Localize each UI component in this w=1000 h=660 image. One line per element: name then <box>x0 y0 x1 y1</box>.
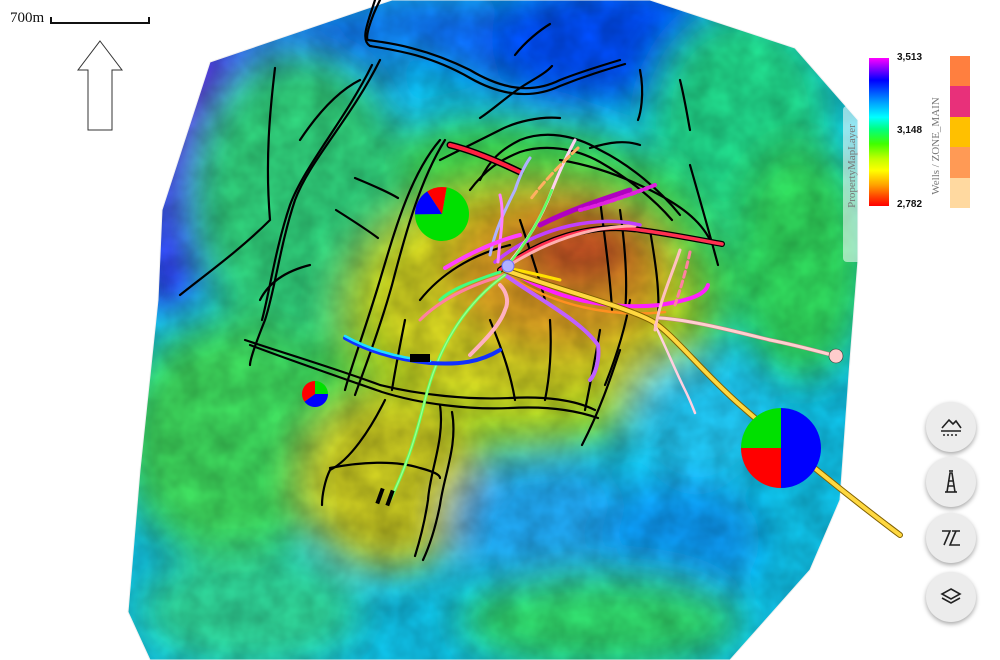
well-pie-charts <box>302 187 821 488</box>
pie-north-slice-1 <box>415 191 442 215</box>
fault-icon <box>942 530 960 546</box>
zone-swatch-0 <box>950 56 970 87</box>
derrick-icon <box>945 470 957 493</box>
pie-west-slice-1 <box>304 394 328 408</box>
colorbar-legend: PropertyMapLayer 3,513 3,148 2,782 <box>843 50 927 262</box>
north-arrow-icon <box>76 40 124 131</box>
zone-swatch-3 <box>950 147 970 178</box>
pie-north-slice-2 <box>427 187 447 214</box>
pie-east-slice-0 <box>781 408 821 488</box>
colorbar-title: PropertyMapLayer <box>846 124 858 208</box>
pie-east-slice-1 <box>741 448 781 488</box>
colorbar-tick-min: 2,782 <box>897 199 923 210</box>
zone-legend-swatches <box>950 56 970 208</box>
wells-button[interactable] <box>926 457 976 507</box>
zone-swatch-2 <box>950 116 970 148</box>
layers-button[interactable] <box>926 572 976 622</box>
field-outline <box>127 0 859 660</box>
colorbar-tick-mid: 3,148 <box>897 125 923 136</box>
surface-button[interactable] <box>926 402 976 452</box>
well-trajectories <box>343 138 903 538</box>
pie-west <box>302 381 328 408</box>
zone-swatch-4 <box>950 177 970 208</box>
pie-west-slice-2 <box>302 381 315 402</box>
scale-bar-line <box>50 17 150 24</box>
colorbar-tick-max: 3,513 <box>897 52 923 63</box>
layers-icon <box>940 588 962 604</box>
colorbar-title-bg <box>843 106 861 262</box>
pie-east <box>741 408 821 488</box>
colorbar-gradient <box>869 58 889 206</box>
pie-east-slice-2 <box>741 408 781 448</box>
fault-polygons-button[interactable] <box>926 513 976 563</box>
zone-swatch-1 <box>950 86 970 117</box>
pie-north <box>415 187 469 241</box>
surface-icon <box>941 418 962 436</box>
zone-legend-title: Wells / ZONE_MAIN <box>930 97 942 195</box>
scale-label: 700m <box>10 10 45 26</box>
pie-north-slice-0 <box>415 187 469 241</box>
pie-west-slice-0 <box>315 381 328 394</box>
